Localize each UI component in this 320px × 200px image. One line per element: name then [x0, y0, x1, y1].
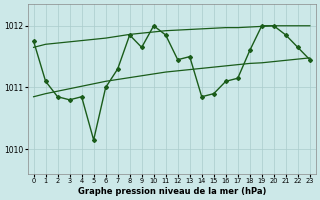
X-axis label: Graphe pression niveau de la mer (hPa): Graphe pression niveau de la mer (hPa) [77, 187, 266, 196]
